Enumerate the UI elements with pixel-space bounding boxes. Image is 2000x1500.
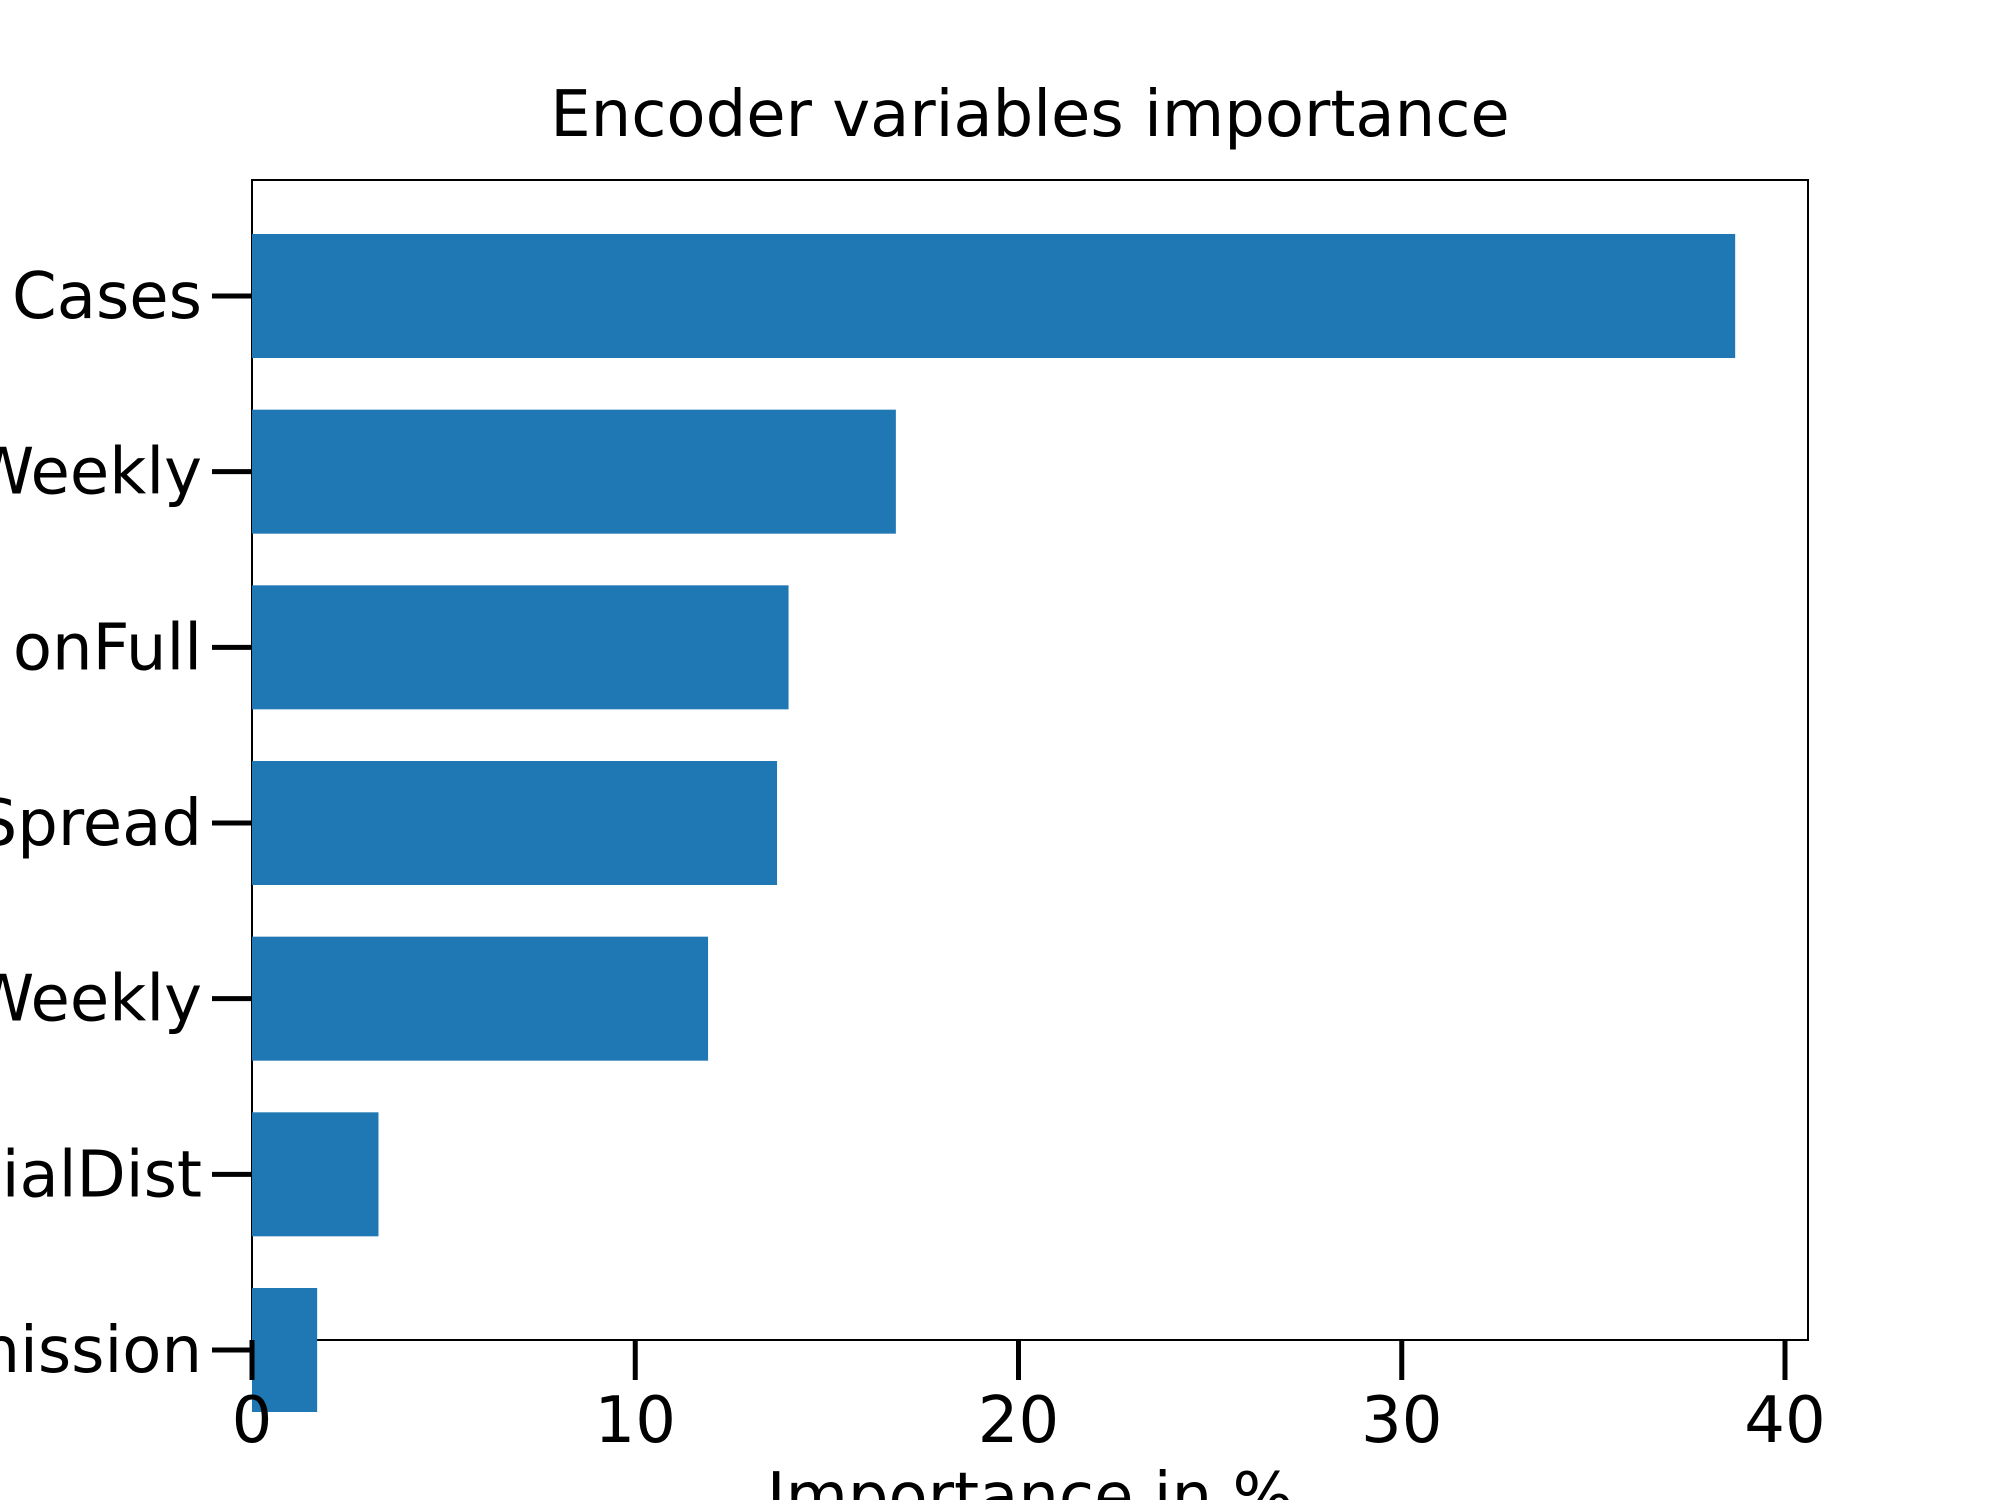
chart-title: Encoder variables importance — [550, 78, 1510, 152]
y-tick-label-4: Weekly — [0, 963, 202, 1037]
bar-3 — [252, 761, 778, 885]
x-axis-label: Importance in % — [767, 1460, 1294, 1500]
y-tick-label-5: ialDist — [2, 1138, 202, 1212]
x-tick-label-2: 20 — [978, 1384, 1059, 1458]
x-tick-label-0: 0 — [232, 1384, 273, 1458]
x-tick-label-4: 40 — [1744, 1384, 1825, 1458]
y-tick-label-3: Spread — [0, 787, 202, 861]
y-tick-label-1: Weekly — [0, 436, 202, 510]
y-tick-label-6: nission — [0, 1314, 202, 1388]
bar-2 — [252, 585, 789, 710]
bar-1 — [252, 409, 896, 534]
bar-6 — [252, 1288, 318, 1412]
bar-4 — [252, 936, 709, 1061]
bar-5 — [252, 1112, 379, 1237]
x-tick-label-1: 10 — [595, 1384, 676, 1458]
y-tick-label-0: Cases — [12, 260, 202, 334]
y-tick-label-2: onFull — [13, 611, 202, 685]
bar-0 — [252, 234, 1736, 358]
x-tick-label-3: 30 — [1361, 1384, 1442, 1458]
plot-frame — [251, 179, 1809, 1341]
